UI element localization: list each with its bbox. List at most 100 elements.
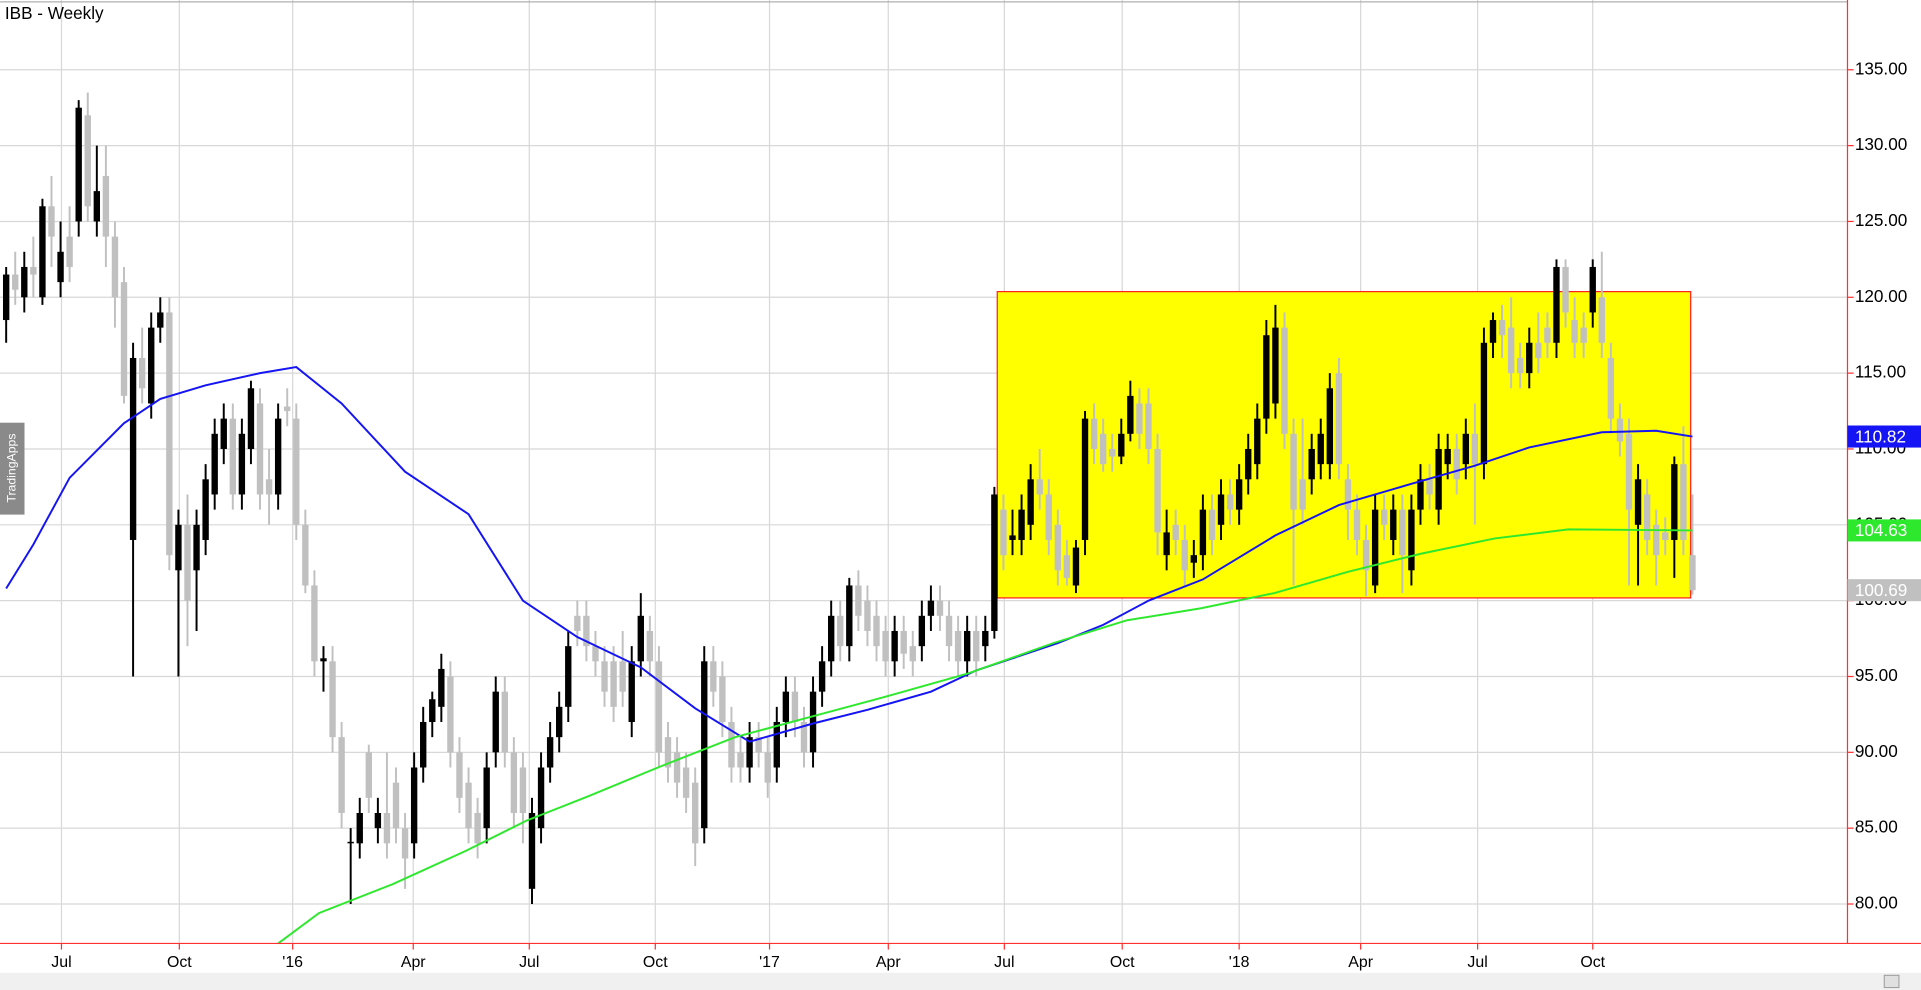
watermark-tab[interactable] — [0, 422, 25, 515]
scroll-button[interactable] — [1883, 974, 1900, 989]
candle-body — [1353, 509, 1361, 540]
scrollbar[interactable] — [0, 972, 1921, 990]
candle-body — [166, 312, 173, 556]
y-tick-label: 120.00 — [1855, 286, 1907, 306]
candle-body — [556, 706, 563, 738]
candle-body — [619, 661, 626, 692]
candle-body — [528, 812, 536, 889]
candle-body — [846, 585, 853, 647]
candle-body — [610, 661, 617, 707]
candle-body — [991, 494, 998, 631]
candle-body — [1453, 448, 1460, 480]
candle-body — [102, 175, 110, 237]
y-tick-label: 135.00 — [1855, 58, 1907, 78]
candle-body — [646, 630, 654, 662]
x-tick-label: Oct — [167, 954, 192, 971]
y-tick-label: 90.00 — [1855, 741, 1898, 761]
candle-body — [274, 418, 282, 495]
candle-body — [963, 630, 971, 662]
candle-body — [682, 767, 690, 798]
candle-body — [1308, 448, 1315, 480]
candle-body — [365, 752, 372, 798]
candle-body — [1381, 509, 1388, 525]
candle-body — [1090, 418, 1098, 449]
candle-body — [592, 646, 599, 662]
x-tick-label: Jul — [51, 954, 71, 971]
moving-average-line — [277, 528, 1693, 945]
candle-body — [256, 403, 264, 495]
candle-body — [782, 691, 790, 722]
candle-body — [1317, 433, 1324, 465]
candle-body — [84, 115, 91, 207]
candle-body — [927, 600, 935, 616]
candle-body — [1462, 433, 1469, 465]
price-tag — [1847, 519, 1921, 542]
x-tick-label: Apr — [876, 954, 901, 971]
candle-body — [492, 691, 499, 753]
candle-body — [809, 691, 817, 753]
candle-body — [1589, 266, 1596, 313]
candle-body — [1580, 327, 1587, 343]
candle-body — [465, 782, 472, 829]
candle-body — [1145, 403, 1152, 449]
candle-body — [973, 630, 980, 662]
moving-average-line — [5, 366, 1693, 743]
candle-body — [383, 812, 391, 844]
candle-body — [737, 752, 744, 768]
candle-body — [1109, 448, 1116, 457]
candle-body — [1399, 509, 1406, 556]
candle-body — [546, 737, 554, 768]
marks — [2, 92, 1696, 945]
candle-body — [1553, 266, 1560, 343]
candle-body — [429, 699, 436, 722]
y-tick-label: 125.00 — [1855, 210, 1907, 230]
candle-body — [1127, 395, 1134, 434]
y-tick-label: 130.00 — [1855, 134, 1907, 154]
candle-body — [1535, 342, 1542, 358]
candle-body — [1335, 373, 1343, 465]
x-tick-label: Jul — [1467, 954, 1487, 971]
candle-body — [75, 107, 82, 222]
candle-body — [827, 615, 835, 662]
candle-body — [701, 661, 708, 829]
candle-body — [1362, 539, 1370, 571]
candle-body — [1344, 479, 1352, 510]
candle-body — [1643, 494, 1651, 540]
candle-body — [1163, 532, 1170, 556]
candle-body — [692, 782, 699, 844]
candle-body — [1118, 433, 1125, 457]
candle-body — [12, 274, 19, 290]
candle-body — [347, 841, 354, 844]
candle-body — [1226, 494, 1234, 510]
candle-body — [184, 524, 191, 601]
candle-body — [837, 615, 844, 647]
candle-body — [1571, 320, 1578, 343]
candle-body — [746, 737, 753, 768]
candle-body — [855, 585, 862, 616]
candle-body — [519, 767, 527, 813]
candle-body — [311, 585, 318, 662]
candle-body — [1009, 535, 1016, 540]
x-tick-label: Apr — [401, 954, 426, 971]
candle-body — [338, 737, 345, 813]
candle-body — [483, 767, 490, 829]
candle-body — [438, 668, 445, 707]
candle-body — [93, 191, 101, 222]
candle-body — [1444, 448, 1451, 465]
candle-body — [1544, 327, 1551, 343]
y-tick-label: 80.00 — [1855, 893, 1898, 913]
candle-body — [1689, 555, 1696, 591]
candle-body — [710, 661, 717, 692]
price-tag-label: 100.69 — [1855, 580, 1907, 600]
candle-body — [111, 236, 119, 298]
price-tag — [1847, 425, 1921, 448]
x-tick-label: '18 — [1229, 954, 1250, 971]
candle-body — [1607, 357, 1615, 419]
candle-body — [157, 312, 164, 328]
candle-body — [791, 691, 799, 722]
candle-body — [1063, 555, 1071, 578]
candle-body — [764, 752, 771, 783]
candle-body — [1072, 547, 1080, 586]
